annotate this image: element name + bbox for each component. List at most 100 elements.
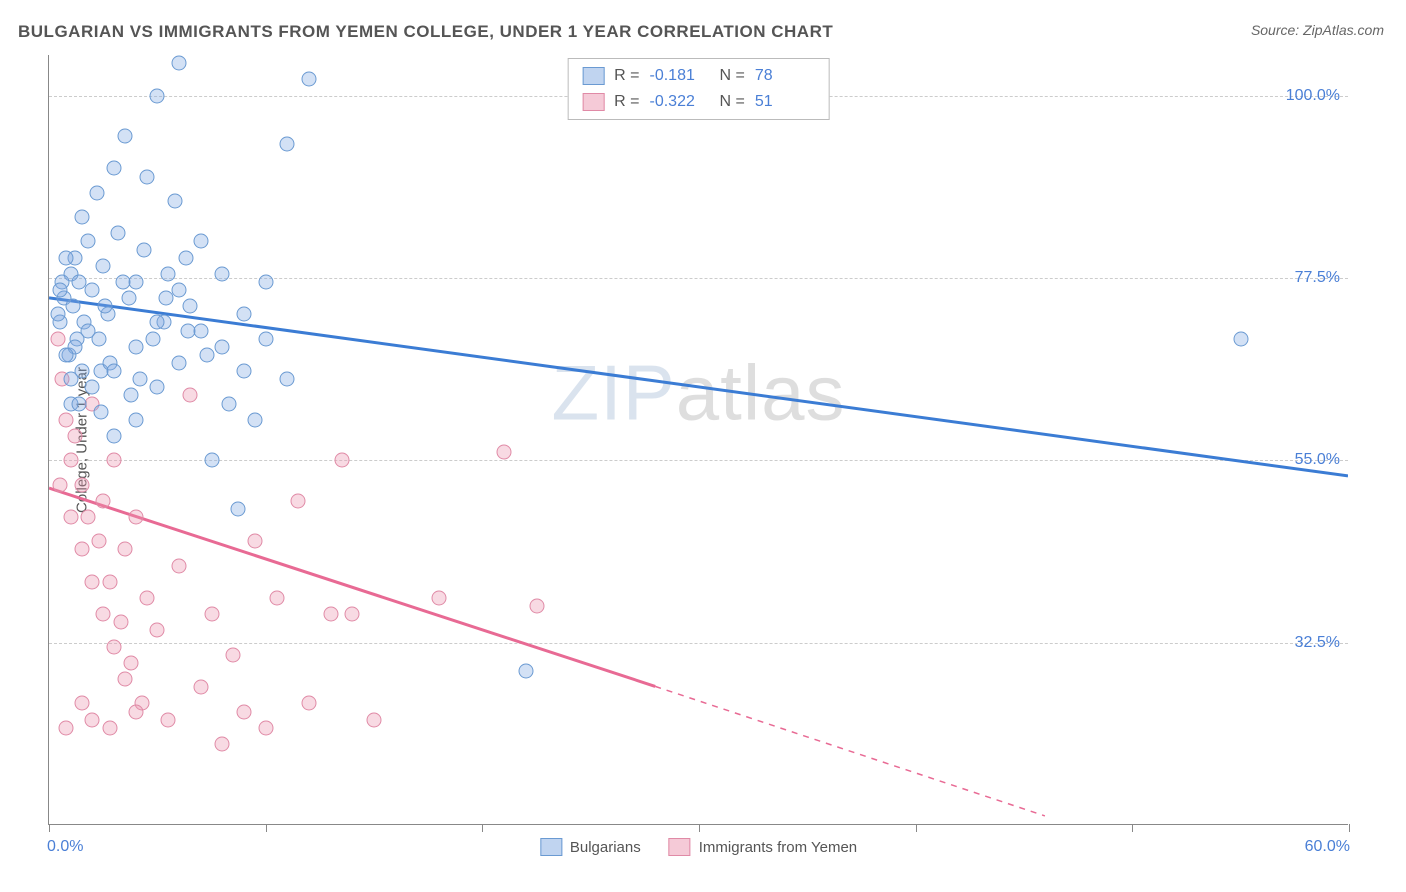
point-yemen bbox=[117, 672, 132, 687]
point-bulgarian bbox=[193, 323, 208, 338]
point-yemen bbox=[128, 704, 143, 719]
point-bulgarian bbox=[133, 372, 148, 387]
gridline bbox=[49, 460, 1348, 461]
point-yemen bbox=[139, 591, 154, 606]
point-bulgarian bbox=[230, 501, 245, 516]
legend-swatch bbox=[669, 838, 691, 856]
point-bulgarian bbox=[280, 372, 295, 387]
point-bulgarian bbox=[150, 88, 165, 103]
point-yemen bbox=[226, 647, 241, 662]
point-bulgarian bbox=[215, 339, 230, 354]
point-yemen bbox=[367, 712, 382, 727]
x-tick bbox=[49, 824, 50, 832]
point-bulgarian bbox=[137, 242, 152, 257]
point-yemen bbox=[52, 477, 67, 492]
point-bulgarian bbox=[178, 250, 193, 265]
source-attribution: Source: ZipAtlas.com bbox=[1251, 22, 1384, 38]
point-bulgarian bbox=[122, 291, 137, 306]
y-tick-label: 32.5% bbox=[1295, 634, 1340, 652]
point-yemen bbox=[117, 542, 132, 557]
point-yemen bbox=[63, 510, 78, 525]
point-bulgarian bbox=[161, 266, 176, 281]
point-bulgarian bbox=[107, 364, 122, 379]
point-bulgarian bbox=[124, 388, 139, 403]
point-yemen bbox=[529, 599, 544, 614]
gridline bbox=[49, 643, 1348, 644]
point-bulgarian bbox=[280, 137, 295, 152]
point-bulgarian bbox=[85, 283, 100, 298]
point-bulgarian bbox=[139, 169, 154, 184]
point-bulgarian bbox=[193, 234, 208, 249]
point-bulgarian bbox=[115, 274, 130, 289]
x-axis-min-label: 0.0% bbox=[47, 838, 83, 856]
point-yemen bbox=[237, 704, 252, 719]
point-bulgarian bbox=[117, 129, 132, 144]
point-bulgarian bbox=[258, 331, 273, 346]
point-bulgarian bbox=[59, 250, 74, 265]
point-bulgarian bbox=[52, 283, 67, 298]
point-bulgarian bbox=[258, 274, 273, 289]
legend-item: Bulgarians bbox=[540, 838, 641, 856]
point-bulgarian bbox=[128, 412, 143, 427]
point-yemen bbox=[269, 591, 284, 606]
point-yemen bbox=[63, 453, 78, 468]
point-yemen bbox=[258, 720, 273, 735]
point-bulgarian bbox=[146, 331, 161, 346]
point-yemen bbox=[85, 574, 100, 589]
point-bulgarian bbox=[247, 412, 262, 427]
point-yemen bbox=[302, 696, 317, 711]
point-yemen bbox=[59, 412, 74, 427]
x-tick bbox=[1132, 824, 1133, 832]
point-bulgarian bbox=[237, 307, 252, 322]
n-value: 51 bbox=[755, 93, 815, 111]
point-bulgarian bbox=[94, 404, 109, 419]
y-tick-label: 55.0% bbox=[1295, 451, 1340, 469]
point-yemen bbox=[68, 428, 83, 443]
point-bulgarian bbox=[172, 283, 187, 298]
point-yemen bbox=[96, 607, 111, 622]
point-yemen bbox=[107, 453, 122, 468]
point-yemen bbox=[291, 493, 306, 508]
point-bulgarian bbox=[200, 347, 215, 362]
point-bulgarian bbox=[302, 72, 317, 87]
point-yemen bbox=[102, 574, 117, 589]
point-bulgarian bbox=[107, 161, 122, 176]
point-bulgarian bbox=[518, 664, 533, 679]
point-bulgarian bbox=[74, 210, 89, 225]
point-bulgarian bbox=[167, 193, 182, 208]
point-yemen bbox=[74, 477, 89, 492]
point-yemen bbox=[334, 453, 349, 468]
scatter-plot: ZIPatlas 100.0%77.5%55.0%32.5% 0.0% 60.0… bbox=[48, 55, 1348, 825]
point-yemen bbox=[102, 720, 117, 735]
x-tick bbox=[699, 824, 700, 832]
point-bulgarian bbox=[182, 299, 197, 314]
point-yemen bbox=[215, 736, 230, 751]
point-yemen bbox=[85, 712, 100, 727]
point-yemen bbox=[432, 591, 447, 606]
legend-row: R =-0.322N =51 bbox=[582, 89, 815, 115]
point-bulgarian bbox=[221, 396, 236, 411]
point-bulgarian bbox=[81, 323, 96, 338]
point-bulgarian bbox=[237, 364, 252, 379]
x-tick bbox=[916, 824, 917, 832]
y-tick-label: 77.5% bbox=[1295, 269, 1340, 287]
point-yemen bbox=[124, 655, 139, 670]
point-yemen bbox=[345, 607, 360, 622]
n-label: N = bbox=[720, 67, 745, 85]
legend-swatch bbox=[582, 67, 604, 85]
point-bulgarian bbox=[96, 258, 111, 273]
x-tick bbox=[266, 824, 267, 832]
x-axis-max-label: 60.0% bbox=[1305, 838, 1350, 856]
point-bulgarian bbox=[81, 234, 96, 249]
point-bulgarian bbox=[72, 396, 87, 411]
point-bulgarian bbox=[204, 453, 219, 468]
r-value: -0.322 bbox=[650, 93, 710, 111]
point-yemen bbox=[193, 680, 208, 695]
point-bulgarian bbox=[172, 356, 187, 371]
point-bulgarian bbox=[89, 185, 104, 200]
point-bulgarian bbox=[107, 428, 122, 443]
legend-swatch bbox=[582, 93, 604, 111]
gridline bbox=[49, 278, 1348, 279]
point-yemen bbox=[497, 445, 512, 460]
point-bulgarian bbox=[172, 56, 187, 71]
